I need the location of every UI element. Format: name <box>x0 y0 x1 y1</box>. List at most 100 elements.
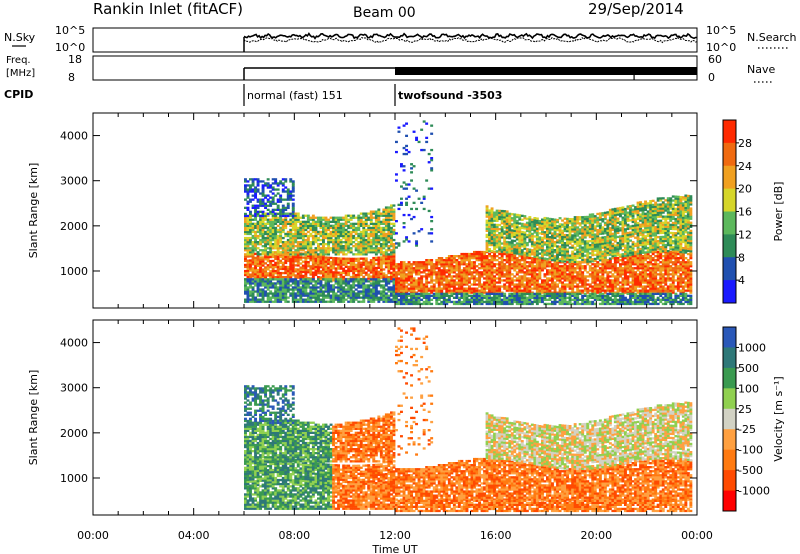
heatmap-cell <box>561 233 565 236</box>
heatmap-cell <box>387 230 391 234</box>
heatmap-cell <box>384 251 388 254</box>
heatmap-cell <box>266 232 270 236</box>
heatmap-cell <box>364 261 368 264</box>
heatmap-cell <box>450 259 454 262</box>
heatmap-cell <box>339 271 343 274</box>
heatmap-cell <box>460 261 464 264</box>
heatmap-cell <box>455 291 459 294</box>
heatmap-cell <box>382 286 386 289</box>
heatmap-cell <box>289 247 293 250</box>
heatmap-cell <box>291 241 295 244</box>
heatmap-cell <box>480 298 484 301</box>
heatmap-cell <box>387 210 391 213</box>
heatmap-cell <box>546 271 549 274</box>
heatmap-cell <box>440 302 444 306</box>
heatmap-cell <box>342 298 346 301</box>
heatmap-cell <box>588 246 592 249</box>
heatmap-cell <box>412 201 416 204</box>
heatmap-cell <box>274 294 278 297</box>
heatmap-cell <box>581 267 585 270</box>
heatmap-cell <box>261 278 265 281</box>
heatmap-cell <box>279 180 283 183</box>
heatmap-cell <box>339 245 343 248</box>
heatmap-cell <box>299 300 303 303</box>
heatmap-cell <box>311 296 315 299</box>
heatmap-cell <box>334 278 338 281</box>
heatmap-cell <box>311 275 315 278</box>
heatmap-cell <box>291 226 295 230</box>
heatmap-cell <box>525 279 529 282</box>
heatmap-cell <box>460 283 464 286</box>
heatmap-cell <box>538 242 542 245</box>
heatmap-cell <box>493 250 497 254</box>
heatmap-cell <box>513 219 517 222</box>
heatmap-cell <box>530 220 534 223</box>
heatmap-cell <box>528 302 532 306</box>
heatmap-cell <box>576 260 580 264</box>
heatmap-cell <box>392 296 396 299</box>
heatmap-cell <box>251 188 255 191</box>
heatmap-cell <box>576 302 580 306</box>
heatmap-cell <box>286 265 290 269</box>
heatmap-cell <box>334 230 338 234</box>
heatmap-cell <box>561 265 565 268</box>
heatmap-cell <box>344 245 348 248</box>
heatmap-cell <box>452 283 456 286</box>
heatmap-cell <box>530 240 534 244</box>
heatmap-cell <box>342 290 346 293</box>
heatmap-cell <box>246 273 250 276</box>
heatmap-cell <box>530 236 534 240</box>
heatmap-cell <box>306 234 310 238</box>
heatmap-cell <box>558 273 562 276</box>
heatmap-cell <box>503 226 507 229</box>
heatmap-cell <box>470 271 474 274</box>
heatmap-cell <box>548 252 552 255</box>
heatmap-cell <box>317 243 320 246</box>
heatmap-cell <box>513 221 517 224</box>
heatmap-cell <box>274 286 278 289</box>
heatmap-cell <box>420 281 424 284</box>
heatmap-cell <box>452 259 456 262</box>
heatmap-cell <box>430 279 434 282</box>
heatmap-cell <box>334 222 338 225</box>
heatmap-cell <box>357 275 361 279</box>
heatmap-cell <box>269 212 273 215</box>
heatmap-cell <box>264 268 268 271</box>
heatmap-cell <box>462 277 466 280</box>
heatmap-cell <box>498 215 502 219</box>
heatmap-cell <box>329 271 333 274</box>
heatmap-cell <box>329 290 333 293</box>
heatmap-cell <box>571 218 575 221</box>
heatmap-cell <box>342 232 346 236</box>
heatmap-cell <box>478 271 482 274</box>
heatmap-cell <box>254 194 258 197</box>
heatmap-cell <box>352 278 356 281</box>
heatmap-cell <box>432 267 436 270</box>
heatmap-cell <box>473 271 476 274</box>
heatmap-cell <box>561 247 565 251</box>
heatmap-cell <box>301 266 305 269</box>
heatmap-cell <box>264 206 268 209</box>
heatmap-cell <box>422 291 426 294</box>
heatmap-cell <box>425 289 429 292</box>
heatmap-cell <box>422 285 426 288</box>
heatmap-cell <box>563 248 567 251</box>
heatmap-cell <box>581 300 585 304</box>
heatmap-cell <box>289 236 293 240</box>
heatmap-cell <box>369 247 373 250</box>
heatmap-cell <box>591 291 595 294</box>
heatmap-cell <box>359 249 363 252</box>
heatmap-cell <box>249 292 252 295</box>
heatmap-cell <box>251 245 255 248</box>
heatmap-cell <box>573 285 577 288</box>
heatmap-cell <box>432 269 436 272</box>
heatmap-cell <box>246 245 250 248</box>
heatmap-cell <box>254 273 258 276</box>
heatmap-cell <box>281 224 285 227</box>
heatmap-cell <box>586 300 590 304</box>
heatmap-cell <box>473 300 476 304</box>
heatmap-cell <box>279 218 283 221</box>
heatmap-cell <box>266 260 270 263</box>
heatmap-cell <box>427 275 431 278</box>
